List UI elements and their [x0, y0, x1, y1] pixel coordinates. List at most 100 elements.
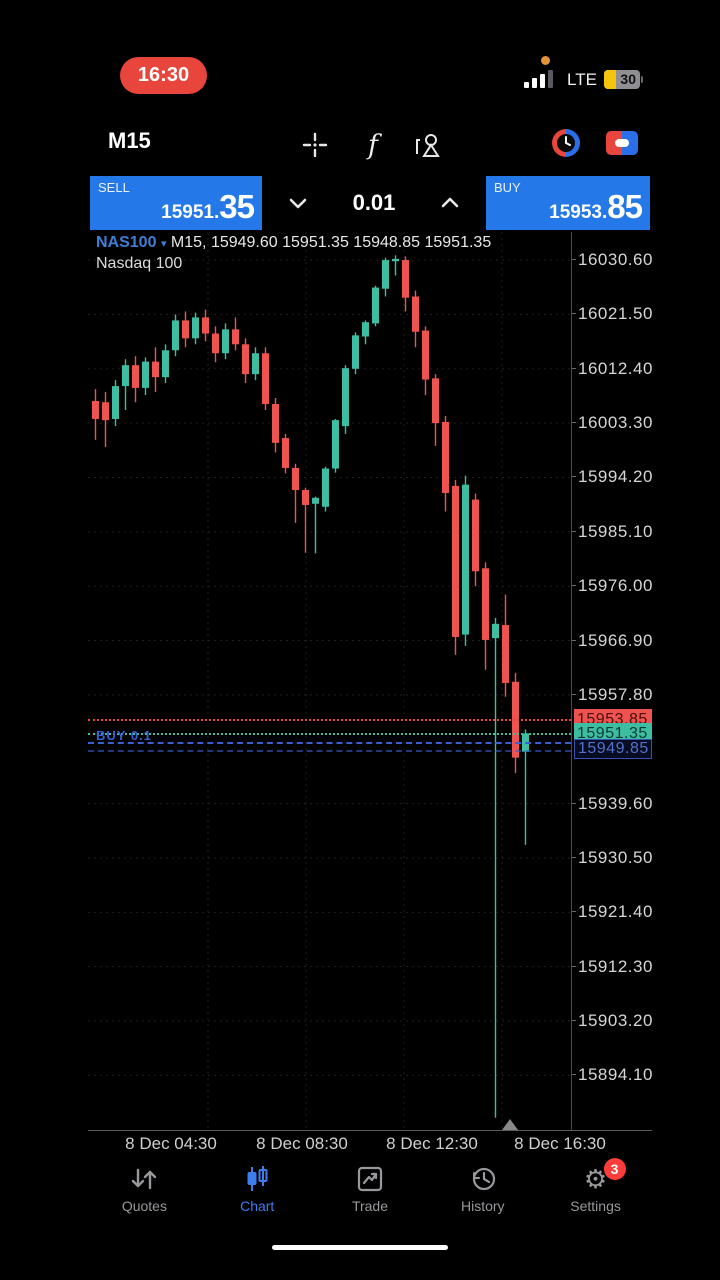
price-tick-label: 15966.90 [572, 631, 653, 651]
battery-percent: 30 [620, 71, 636, 87]
candle [472, 499, 479, 572]
tab-label: Trade [351, 1198, 389, 1214]
timeframe-button[interactable]: M15 [108, 128, 151, 153]
candle [122, 365, 129, 387]
price-tick-label: 15930.50 [572, 848, 653, 868]
position-open-line[interactable] [88, 742, 571, 745]
symbol-name[interactable]: NAS100 [96, 234, 157, 251]
home-indicator[interactable] [272, 1245, 448, 1250]
candle [162, 350, 169, 378]
bid-line[interactable] [88, 733, 571, 736]
candle [232, 329, 239, 345]
candle [342, 368, 349, 427]
buy-button[interactable]: BUY 15953. 85 [486, 176, 650, 230]
status-time: 16:30 [137, 64, 190, 86]
current-bar-marker [502, 1119, 518, 1130]
tab-chart[interactable]: Chart [201, 1158, 314, 1232]
network-type-label: LTE [567, 70, 597, 89]
price-tick-label: 15994.20 [572, 467, 653, 487]
objects-icon[interactable] [412, 130, 442, 160]
candle [502, 625, 509, 683]
volume-increase-button[interactable] [438, 195, 462, 211]
price-tick-label: 15985.10 [572, 522, 653, 542]
price-tick-label: 16012.40 [572, 359, 653, 379]
candle [492, 623, 499, 639]
candle [372, 287, 379, 324]
candle [282, 438, 289, 468]
candle [252, 353, 259, 375]
candle [432, 378, 439, 424]
history-clock-icon [472, 1167, 495, 1191]
ask-line[interactable] [88, 718, 571, 721]
candle [182, 320, 189, 339]
crosshair-icon[interactable] [300, 130, 330, 160]
candle [312, 497, 319, 504]
price-tick-label: 15903.20 [572, 1011, 653, 1031]
symbol-dropdown-caret[interactable]: ▾ [160, 238, 167, 250]
mic-indicator-dot [541, 56, 550, 65]
candle [212, 333, 219, 354]
candle [102, 402, 109, 421]
volume-value[interactable]: 0.01 [352, 190, 396, 215]
time-tick-label: 8 Dec 08:30 [256, 1134, 348, 1153]
quotes-arrows-icon [132, 1168, 157, 1190]
time-tick-label: 8 Dec 16:30 [514, 1134, 606, 1153]
position-open-price-badge: 15949.85 [574, 739, 652, 760]
sell-price-decimals: 35 [219, 188, 255, 225]
buy-label: BUY [494, 180, 521, 195]
candle [462, 484, 469, 635]
symbol-description: Nasdaq 100 [96, 255, 183, 272]
price-tick-label: 15894.10 [572, 1065, 653, 1085]
candle [332, 420, 339, 469]
candle [392, 258, 399, 262]
candle [382, 260, 389, 289]
candlestick-chart-icon [247, 1166, 268, 1191]
chart-symbol-header[interactable]: NAS100 ▾ M15, 15949.60 15951.35 15948.85… [96, 234, 491, 252]
volume-decrease-button[interactable] [286, 195, 310, 211]
price-axis[interactable]: 16030.60 16021.50 16012.40 16003.30 15994.20… [572, 232, 653, 1130]
trade-chart-icon [357, 1166, 383, 1192]
position-label[interactable]: BUY 0.1 [96, 728, 152, 744]
signal-strength-icon [524, 70, 560, 90]
battery-icon: 30 [604, 70, 640, 89]
buy-price-decimals: 85 [607, 188, 643, 225]
candle [402, 260, 409, 298]
candle [262, 353, 269, 405]
tab-history[interactable]: History [426, 1158, 539, 1232]
sell-button[interactable]: SELL 15951. 35 [90, 176, 262, 230]
price-tick-label: 16030.60 [572, 250, 653, 270]
tab-label: History [461, 1198, 505, 1214]
battery-cap [641, 76, 643, 83]
candle [292, 467, 299, 491]
time-axis[interactable]: 8 Dec 04:30 8 Dec 08:30 8 Dec 12:30 8 Dec 1… [88, 1134, 652, 1158]
price-tick-label: 15921.40 [572, 902, 653, 922]
volume-stepper: 0.01 [262, 176, 486, 230]
candle [242, 344, 249, 375]
tab-settings[interactable]: ⚙ Settings 3 [539, 1158, 652, 1232]
price-tick-label: 16021.50 [572, 304, 653, 324]
trading-sessions-icon[interactable] [552, 129, 580, 157]
candle [192, 317, 199, 339]
candle [412, 296, 419, 332]
settings-badge: 3 [603, 1158, 626, 1180]
candle [112, 386, 119, 419]
candle [172, 320, 179, 351]
bid-price-badge: 15951.35 [574, 723, 652, 745]
candle [362, 322, 369, 337]
tab-trade[interactable]: Trade [314, 1158, 427, 1232]
candle [422, 330, 429, 380]
indicator-function-icon[interactable]: f [368, 129, 378, 161]
sell-price-integer: 15951. [161, 202, 220, 223]
price-tick-label: 15912.30 [572, 957, 653, 977]
candle [302, 490, 309, 505]
candle [222, 329, 229, 354]
position-secondary-line[interactable] [88, 749, 571, 752]
tab-label: Quotes [121, 1198, 167, 1214]
one-click-trading-icon[interactable] [606, 131, 638, 155]
recording-time-pill[interactable]: 16:30 [120, 57, 207, 94]
price-chart[interactable]: BUY 0.1 NAS100 ▾ M15, 15949.60 15951.35 … [88, 232, 572, 1130]
tab-label: Chart [240, 1198, 275, 1214]
candle [202, 317, 209, 334]
tab-quotes[interactable]: Quotes [88, 1158, 201, 1232]
candle [132, 365, 139, 388]
